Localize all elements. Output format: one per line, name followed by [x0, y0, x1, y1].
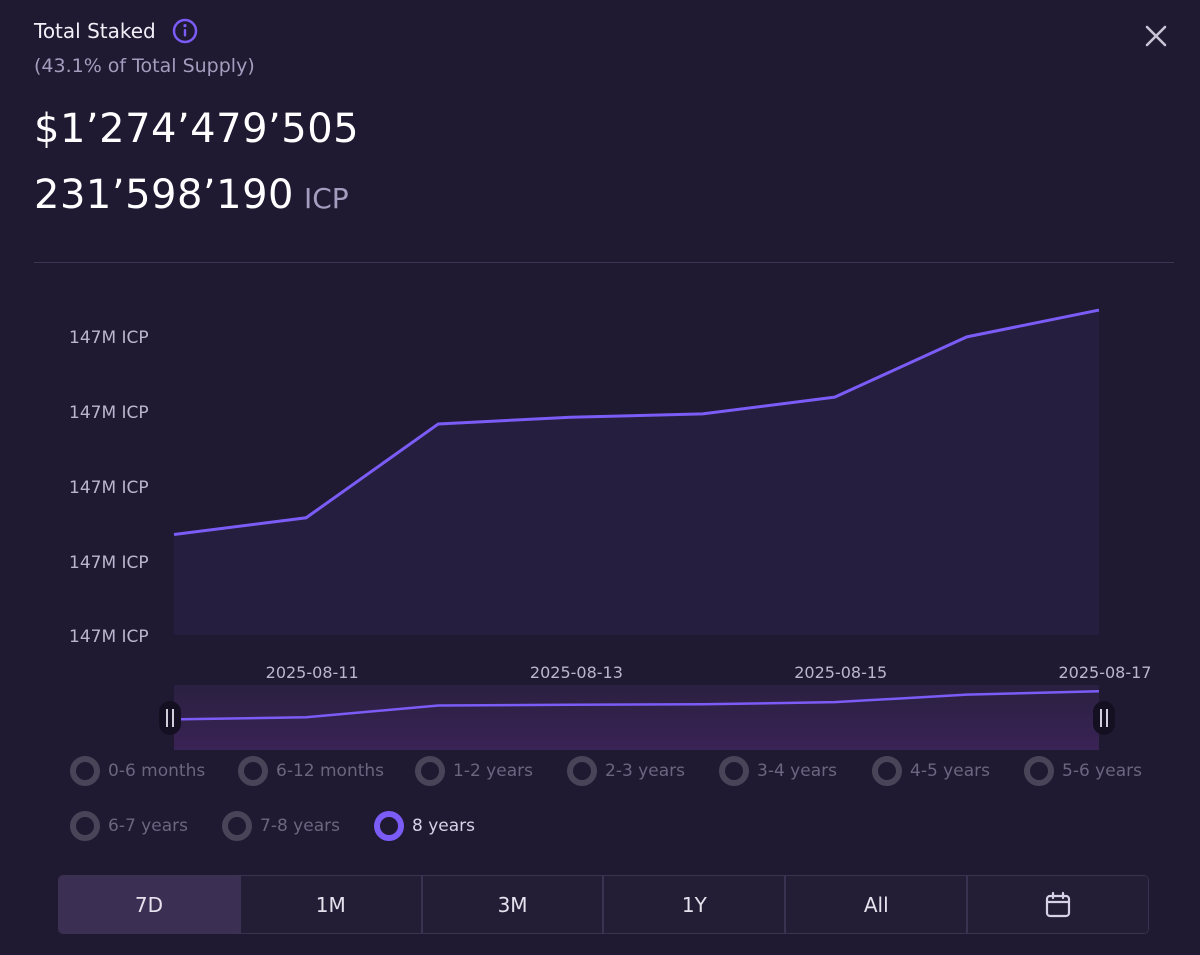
filter-option[interactable]: 5-6 years — [1024, 756, 1142, 786]
page-title: Total Staked — [34, 19, 156, 43]
filter-option[interactable]: 4-5 years — [872, 756, 990, 786]
range-selector: 7D 1M 3M 1Y All — [58, 875, 1149, 934]
x-tick-label: 2025-08-17 — [1059, 663, 1152, 682]
filter-label: 6-12 months — [276, 761, 385, 781]
radio-unchecked-icon[interactable] — [222, 811, 252, 841]
radio-unchecked-icon[interactable] — [70, 756, 100, 786]
filter-option[interactable]: 6-7 years — [70, 811, 188, 841]
icp-unit: ICP — [303, 182, 349, 215]
filter-option[interactable]: 1-2 years — [415, 756, 533, 786]
staked-chart: 147M ICP 147M ICP 147M ICP 147M ICP 147M ICP… — [69, 308, 1152, 750]
supply-percentage: (43.1% of Total Supply) — [34, 55, 255, 77]
x-tick-label: 2025-08-15 — [794, 663, 887, 682]
icp-row: 231’598’190 ICP — [34, 172, 349, 218]
close-icon[interactable] — [1142, 22, 1170, 50]
filter-label: 2-3 years — [605, 761, 685, 781]
filter-label: 7-8 years — [260, 816, 340, 836]
usd-value: $1’274’479’505 — [34, 106, 360, 152]
range-button-7d[interactable]: 7D — [59, 876, 241, 933]
radio-checked-icon[interactable] — [374, 811, 404, 841]
filter-label: 0-6 months — [108, 761, 206, 781]
radio-unchecked-icon[interactable] — [70, 811, 100, 841]
filter-option[interactable]: 2-3 years — [567, 756, 685, 786]
title-row: Total Staked — [34, 18, 198, 44]
filter-option[interactable]: 0-6 months — [70, 756, 205, 786]
x-tick-label: 2025-08-13 — [530, 663, 623, 682]
navigator-handle-right[interactable] — [1093, 701, 1115, 735]
filter-option[interactable]: 8 years — [374, 811, 475, 841]
range-button-1m[interactable]: 1M — [240, 876, 423, 933]
y-tick-label: 147M ICP — [69, 403, 149, 423]
calendar-icon[interactable] — [1045, 891, 1071, 919]
divider — [34, 262, 1174, 263]
y-tick-label: 147M ICP — [69, 627, 149, 647]
filter-option[interactable]: 7-8 years — [222, 811, 340, 841]
y-tick-label: 147M ICP — [69, 478, 149, 498]
range-button-3m[interactable]: 3M — [422, 876, 605, 933]
radio-unchecked-icon[interactable] — [1024, 756, 1054, 786]
range-button-1y[interactable]: 1Y — [604, 876, 787, 933]
range-button-all[interactable]: All — [786, 876, 969, 933]
chart-area — [174, 310, 1099, 635]
radio-unchecked-icon[interactable] — [238, 756, 268, 786]
filter-label: 8 years — [412, 816, 476, 836]
calendar-button[interactable] — [968, 876, 1148, 933]
filter-label: 3-4 years — [757, 761, 837, 781]
filter-option[interactable]: 6-12 months — [238, 756, 384, 786]
x-tick-label: 2025-08-11 — [266, 663, 359, 682]
navigator-handle-left[interactable] — [159, 701, 181, 735]
y-tick-label: 147M ICP — [69, 553, 149, 573]
filter-option[interactable]: 3-4 years — [719, 756, 837, 786]
info-icon[interactable] — [172, 18, 198, 44]
y-tick-label: 147M ICP — [69, 328, 149, 348]
filter-label: 6-7 years — [108, 816, 188, 836]
navigator-line — [173, 690, 1100, 721]
radio-unchecked-icon[interactable] — [567, 756, 597, 786]
radio-unchecked-icon[interactable] — [415, 756, 445, 786]
icp-value: 231’598’190 — [34, 172, 294, 218]
filter-label: 1-2 years — [453, 761, 533, 781]
close-button[interactable] — [1142, 22, 1170, 50]
radio-unchecked-icon[interactable] — [872, 756, 902, 786]
filter-label: 4-5 years — [910, 761, 990, 781]
chart-line — [173, 308, 1100, 536]
radio-unchecked-icon[interactable] — [719, 756, 749, 786]
filter-label: 5-6 years — [1062, 761, 1142, 781]
